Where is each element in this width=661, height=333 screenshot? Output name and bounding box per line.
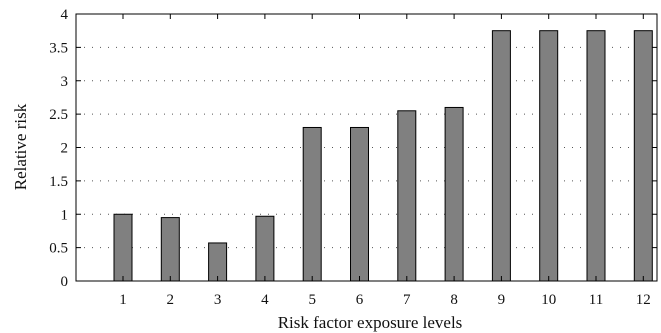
bar-2 (160, 217, 180, 282)
x-axis-title: Risk factor exposure levels (278, 313, 463, 332)
bars (113, 30, 653, 282)
x-tick-label: 6 (356, 292, 364, 308)
y-tick-label: 3.5 (49, 40, 68, 56)
y-tick-label: 3 (61, 74, 69, 90)
bar-9 (491, 30, 511, 282)
x-tick-label: 3 (214, 292, 222, 308)
bar-11 (586, 30, 606, 282)
x-tick-label: 1 (119, 292, 127, 308)
bar-1 (113, 213, 133, 282)
bar-3 (208, 242, 228, 282)
y-tick-label: 1.5 (49, 174, 68, 190)
x-tick-label: 5 (308, 292, 316, 308)
x-tick-label: 2 (167, 292, 175, 308)
x-tick-label: 11 (589, 292, 603, 308)
bar-12 (633, 30, 653, 282)
x-tick-label: 4 (261, 292, 269, 308)
x-axis-ticks: 1 2 3 4 5 6 7 8 9 10 11 12 (119, 14, 651, 308)
bar-7 (397, 110, 417, 282)
y-tick-label: 4 (61, 7, 69, 23)
y-tick-label: 2.5 (49, 107, 68, 123)
x-tick-label: 8 (450, 292, 458, 308)
bar-6 (350, 126, 369, 282)
bar-10 (539, 30, 559, 282)
y-tick-label: 2 (61, 141, 69, 157)
bar-8 (444, 106, 464, 282)
bar-5 (302, 126, 322, 282)
bar-4 (255, 215, 275, 282)
y-axis-ticks: 0 0.5 1 1.5 2 2.5 3 3.5 4 (49, 7, 657, 290)
x-tick-label: 12 (636, 292, 651, 308)
y-axis-title: Relative risk (11, 103, 30, 190)
x-tick-label: 10 (541, 292, 556, 308)
y-tick-label: 1 (61, 207, 69, 223)
x-tick-label: 7 (403, 292, 411, 308)
y-tick-label: 0 (61, 274, 69, 290)
x-tick-label: 9 (498, 292, 506, 308)
y-tick-label: 0.5 (49, 241, 68, 257)
